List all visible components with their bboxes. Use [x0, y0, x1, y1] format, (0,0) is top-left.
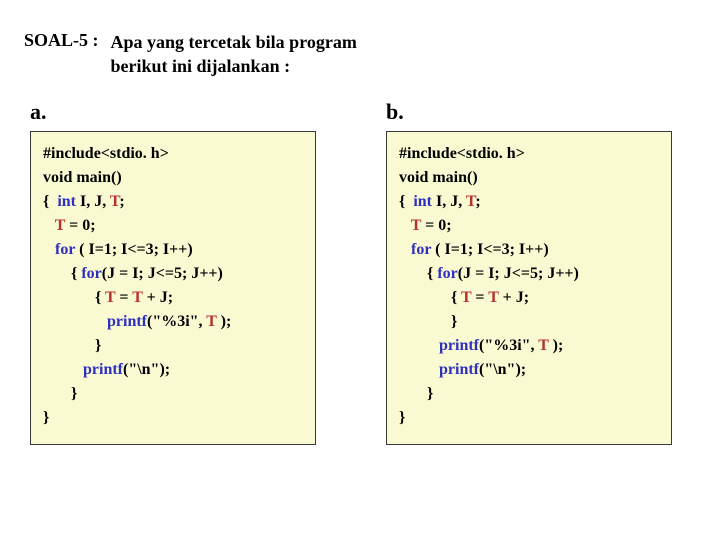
code-text: ); [549, 337, 564, 354]
code-text: ( I=1; I<=3; I++) [431, 241, 549, 258]
code-text: = 0; [65, 217, 95, 234]
code-line: } [399, 313, 457, 330]
code-line: { [399, 265, 437, 282]
variable-t: T [55, 217, 65, 234]
code-text: + J; [499, 289, 529, 306]
code-text: ; [475, 193, 480, 210]
code-text: ("%3i", [147, 313, 206, 330]
code-line: } [43, 385, 77, 402]
column-a-label: a. [30, 99, 316, 125]
code-line: } [399, 385, 433, 402]
code-text: (J = I; J<=5; J++) [458, 265, 579, 282]
code-line: void main() [399, 169, 478, 186]
code-line: { [43, 289, 105, 306]
code-line: void main() [43, 169, 122, 186]
title-line-2: berikut ini dijalankan : [111, 56, 291, 76]
code-line: } [399, 409, 405, 426]
code-columns: a. #include<stdio. h> void main() { int … [24, 99, 696, 445]
variable-t: T [132, 289, 142, 306]
code-line [399, 337, 439, 354]
code-text: = [471, 289, 488, 306]
code-text: ("\n"); [479, 361, 526, 378]
variable-t: T [105, 289, 115, 306]
keyword-for: for [81, 265, 101, 282]
code-line [399, 217, 411, 234]
code-text: I, J, [80, 193, 110, 210]
code-line: { [43, 265, 81, 282]
code-text: ); [217, 313, 232, 330]
keyword-printf: printf [439, 361, 479, 378]
code-line: } [43, 337, 101, 354]
title-label: SOAL-5 : [24, 30, 99, 51]
code-line [43, 217, 55, 234]
code-line: { [399, 193, 413, 210]
variable-t: T [538, 337, 548, 354]
code-line: #include<stdio. h> [399, 145, 525, 162]
keyword-printf: printf [83, 361, 123, 378]
variable-t: T [466, 193, 475, 210]
column-a: a. #include<stdio. h> void main() { int … [30, 99, 316, 445]
code-line: { [399, 289, 461, 306]
keyword-int: int [57, 193, 80, 210]
code-box-a: #include<stdio. h> void main() { int I, … [30, 131, 316, 445]
title-line-1: Apa yang tercetak bila program [111, 32, 357, 52]
variable-t: T [206, 313, 216, 330]
code-text: = 0; [421, 217, 451, 234]
variable-t: T [411, 217, 421, 234]
code-text: ("\n"); [123, 361, 170, 378]
column-b: b. #include<stdio. h> void main() { int … [386, 99, 672, 445]
keyword-for: for [411, 241, 431, 258]
code-line [399, 241, 411, 258]
variable-t: T [461, 289, 471, 306]
code-text: = [115, 289, 132, 306]
code-box-b: #include<stdio. h> void main() { int I, … [386, 131, 672, 445]
code-text: + J; [143, 289, 173, 306]
title-text: Apa yang tercetak bila program berikut i… [111, 30, 357, 79]
variable-t: T [488, 289, 498, 306]
code-text: I, J, [436, 193, 466, 210]
code-line [399, 361, 439, 378]
code-line [43, 241, 55, 258]
code-line: { [43, 193, 57, 210]
code-line [43, 361, 83, 378]
variable-t: T [110, 193, 119, 210]
code-text: ( I=1; I<=3; I++) [75, 241, 193, 258]
column-b-label: b. [386, 99, 672, 125]
keyword-for: for [437, 265, 457, 282]
keyword-for: for [55, 241, 75, 258]
code-line [43, 313, 107, 330]
keyword-printf: printf [439, 337, 479, 354]
keyword-int: int [413, 193, 436, 210]
code-text: ; [119, 193, 124, 210]
code-text: ("%3i", [479, 337, 538, 354]
code-line: #include<stdio. h> [43, 145, 169, 162]
code-text: (J = I; J<=5; J++) [102, 265, 223, 282]
code-line: } [43, 409, 49, 426]
keyword-printf: printf [107, 313, 147, 330]
question-title: SOAL-5 : Apa yang tercetak bila program … [24, 30, 696, 79]
